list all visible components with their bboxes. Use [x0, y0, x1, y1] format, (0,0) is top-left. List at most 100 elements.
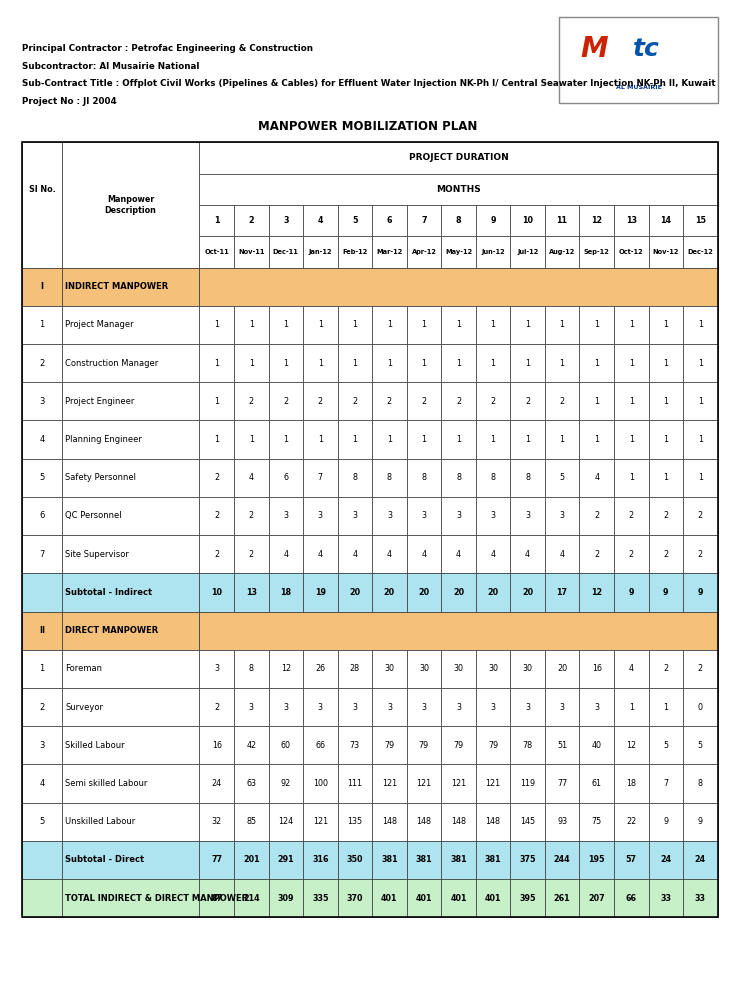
Bar	[510, 535, 545, 573]
Text: 100: 100	[313, 779, 328, 788]
Bar	[683, 573, 718, 611]
Bar	[648, 496, 683, 535]
Bar	[234, 649, 269, 688]
Bar	[199, 764, 234, 802]
Bar	[269, 802, 303, 841]
Bar	[199, 879, 234, 917]
Text: 1: 1	[387, 359, 392, 368]
Bar	[338, 496, 372, 535]
Bar	[545, 496, 579, 535]
Text: 73: 73	[350, 741, 360, 749]
Text: 111: 111	[347, 779, 362, 788]
Bar	[545, 726, 579, 764]
Bar	[614, 802, 648, 841]
Text: 214: 214	[243, 894, 260, 903]
Bar	[372, 535, 407, 573]
Text: 8: 8	[353, 473, 358, 483]
Text: 9: 9	[663, 588, 668, 596]
Text: 20: 20	[418, 588, 430, 596]
Bar	[407, 383, 442, 421]
Bar	[683, 802, 718, 841]
Text: Oct-12: Oct-12	[619, 249, 643, 255]
Bar	[62, 383, 199, 421]
Bar	[614, 306, 648, 344]
Text: 291: 291	[277, 855, 294, 864]
Text: 1: 1	[525, 359, 530, 368]
Text: 309: 309	[277, 894, 294, 903]
Text: 24: 24	[660, 855, 671, 864]
Text: Principal Contractor : Petrofac Engineering & Construction: Principal Contractor : Petrofac Engineer…	[22, 44, 313, 53]
Text: 2: 2	[249, 397, 254, 406]
Text: 1: 1	[663, 321, 668, 330]
Text: 2: 2	[214, 511, 219, 521]
Bar	[475, 459, 510, 496]
Bar	[269, 649, 303, 688]
Text: 12: 12	[280, 664, 291, 673]
Bar	[510, 383, 545, 421]
Text: 2: 2	[39, 359, 44, 368]
Text: 1: 1	[353, 321, 358, 330]
Bar	[407, 802, 442, 841]
Text: 4: 4	[353, 549, 358, 559]
Bar	[234, 764, 269, 802]
Text: 1: 1	[663, 473, 668, 483]
Bar	[338, 421, 372, 459]
Bar	[545, 205, 579, 236]
Bar	[199, 306, 234, 344]
Text: 24: 24	[212, 779, 222, 788]
Bar	[614, 421, 648, 459]
Bar	[338, 383, 372, 421]
Bar	[510, 879, 545, 917]
Text: 1: 1	[594, 321, 599, 330]
Text: 28: 28	[350, 664, 360, 673]
Bar	[22, 383, 62, 421]
Bar	[199, 611, 718, 649]
Text: 316: 316	[312, 855, 328, 864]
Text: 5: 5	[559, 473, 565, 483]
Bar	[579, 688, 614, 726]
Text: 121: 121	[313, 817, 328, 826]
Bar	[372, 459, 407, 496]
Text: 30: 30	[488, 664, 498, 673]
Text: 10: 10	[211, 588, 222, 596]
Bar	[579, 205, 614, 236]
Bar	[510, 205, 545, 236]
Bar	[648, 535, 683, 573]
Text: 22: 22	[626, 817, 637, 826]
Text: MANPOWER MOBILIZATION PLAN: MANPOWER MOBILIZATION PLAN	[258, 120, 478, 132]
Text: 11: 11	[556, 216, 567, 225]
Text: Surveyor: Surveyor	[66, 702, 103, 711]
Text: 3: 3	[559, 511, 565, 521]
Text: 30: 30	[384, 664, 394, 673]
Bar	[62, 649, 199, 688]
Text: 3: 3	[387, 511, 392, 521]
Text: 1: 1	[663, 702, 668, 711]
Text: 4: 4	[525, 549, 530, 559]
Text: 2: 2	[387, 397, 392, 406]
Bar	[199, 726, 234, 764]
Text: Dec-12: Dec-12	[687, 249, 713, 255]
Text: QC Personnel: QC Personnel	[66, 511, 122, 521]
Bar	[269, 726, 303, 764]
Text: 1: 1	[39, 321, 44, 330]
Text: 5: 5	[39, 473, 44, 483]
Text: 1: 1	[525, 435, 530, 444]
Bar	[372, 496, 407, 535]
Text: 2: 2	[629, 511, 634, 521]
Bar	[510, 764, 545, 802]
Bar	[510, 421, 545, 459]
Bar	[372, 306, 407, 344]
Text: 1: 1	[387, 321, 392, 330]
Text: Sub-Contract Title : Offplot Civil Works (Pipelines & Cables) for Effluent Water: Sub-Contract Title : Offplot Civil Works…	[22, 79, 715, 88]
Text: 401: 401	[450, 894, 467, 903]
Bar	[269, 764, 303, 802]
Bar	[407, 306, 442, 344]
Bar	[62, 142, 199, 268]
Text: Site Supervisor: Site Supervisor	[66, 549, 129, 559]
Bar	[648, 236, 683, 268]
Bar	[442, 764, 475, 802]
Text: 2: 2	[559, 397, 565, 406]
Text: 3: 3	[283, 216, 289, 225]
Bar	[407, 726, 442, 764]
Bar	[648, 344, 683, 383]
